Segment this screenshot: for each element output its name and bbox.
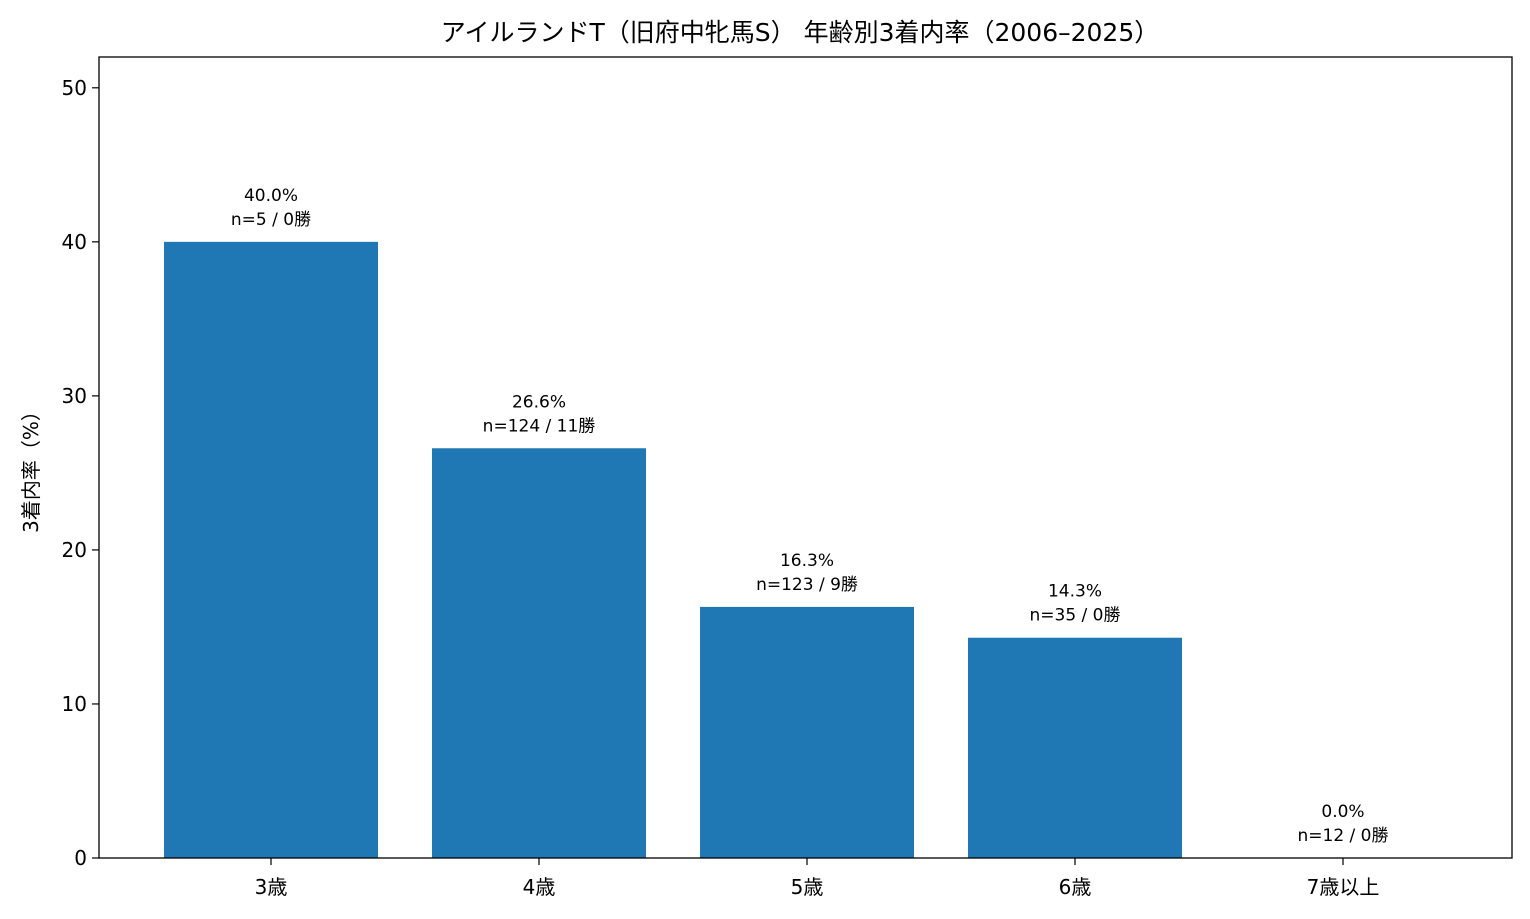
bar-value-label: 0.0% [1321, 802, 1364, 822]
y-tick-label: 50 [62, 76, 87, 100]
y-tick-label: 20 [62, 538, 87, 562]
bar-value-label: 40.0% [244, 186, 298, 206]
bar-1 [164, 241, 378, 858]
bar-3 [700, 606, 914, 858]
bars-group [164, 241, 1182, 858]
y-tick-label: 40 [62, 230, 87, 254]
x-tick-label: 4歳 [523, 875, 556, 899]
y-axis: 0 10 20 30 40 50 [62, 76, 99, 870]
bar-4 [968, 637, 1182, 858]
bar-count-label: n=5 / 0勝 [231, 210, 311, 230]
y-tick-label: 0 [74, 846, 87, 870]
bar-2 [432, 448, 646, 858]
bar-value-label: 16.3% [780, 551, 834, 571]
bar-count-label: n=35 / 0勝 [1029, 606, 1120, 626]
bar-count-label: n=123 / 9勝 [756, 575, 858, 595]
plot-frame [98, 56, 1513, 859]
bar-count-label: n=124 / 11勝 [483, 416, 596, 436]
x-axis: 3歳 4歳 5歳 6歳 7歳以上 [255, 858, 1380, 899]
bar-count-label: n=12 / 0勝 [1297, 826, 1388, 846]
x-tick-label: 5歳 [791, 875, 824, 899]
y-axis-label: 3着内率（%） [19, 401, 43, 533]
x-tick-label: 3歳 [255, 875, 288, 899]
x-tick-label: 7歳以上 [1307, 875, 1380, 899]
y-tick-label: 10 [62, 692, 87, 716]
bar-value-label: 14.3% [1048, 582, 1102, 602]
bar-labels-group: 40.0% n=5 / 0勝 26.6% n=124 / 11勝 16.3% n=123 … [231, 186, 1389, 846]
chart-title: アイルランドT（旧府中牝馬S） 年齢別3着内率（2006–2025） [441, 18, 1160, 47]
x-tick-label: 6歳 [1059, 875, 1092, 899]
bar-value-label: 26.6% [512, 392, 566, 412]
y-tick-label: 30 [62, 384, 87, 408]
